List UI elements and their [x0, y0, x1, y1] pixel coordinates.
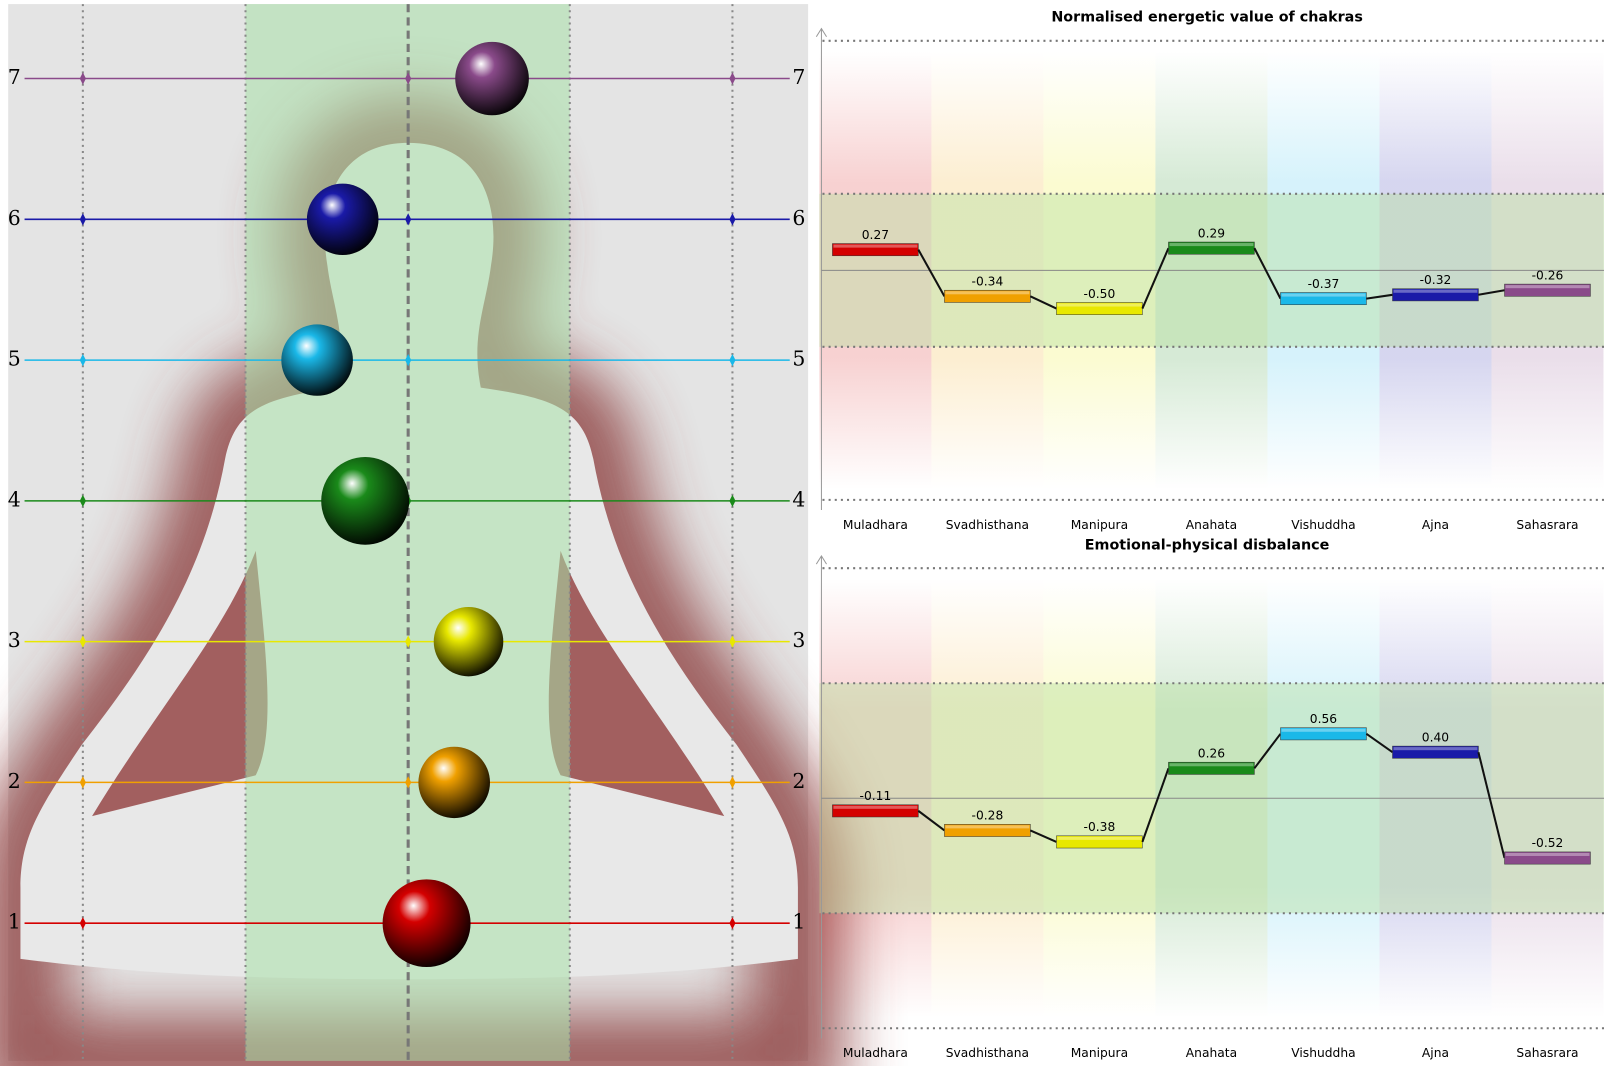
x-tick-label: Muladhara: [843, 518, 908, 532]
level-marker: [405, 353, 412, 367]
x-tick-label: Muladhara: [843, 1046, 908, 1060]
bar: [1504, 283, 1591, 297]
level-marker: [79, 72, 86, 85]
level-label: 6: [792, 206, 805, 230]
bar-highlight: [1505, 285, 1590, 289]
level-label: 3: [792, 628, 805, 652]
chakra-ball: [281, 324, 353, 396]
bar-highlight: [1057, 836, 1142, 840]
charts: Normalised energetic value of chakras 0.2…: [815, 9, 1604, 1060]
level-label: 1: [792, 910, 805, 934]
chakra-ball: [433, 606, 504, 677]
chakra-ball: [455, 41, 529, 116]
level-label: 5: [8, 347, 21, 371]
connector: [1029, 295, 1057, 310]
level-label: 7: [8, 65, 21, 89]
bar: [1504, 851, 1591, 865]
value-label: -0.11: [860, 789, 892, 803]
connector: [1478, 289, 1505, 296]
level-marker: [79, 917, 86, 930]
value-label: -0.28: [972, 809, 1004, 823]
x-tick-label: Manipura: [1071, 518, 1128, 532]
value-label: 0.26: [1198, 747, 1226, 761]
chakra-ball: [382, 879, 471, 968]
value-label: 0.29: [1198, 226, 1225, 240]
axis-arrow: [815, 27, 827, 37]
value-label: 0.56: [1310, 712, 1338, 726]
chart-title: Emotional-physical disbalance: [1085, 538, 1330, 554]
level-marker: [405, 72, 412, 85]
x-tick-label: Vishuddha: [1291, 1046, 1355, 1060]
axis-arrow: [815, 554, 827, 565]
connector: [1477, 751, 1506, 859]
chakra-ball: [321, 457, 410, 545]
connector: [1253, 247, 1282, 300]
connector: [1029, 829, 1057, 843]
bar-highlight: [833, 244, 918, 248]
x-tick-label: Vishuddha: [1291, 518, 1355, 532]
level-label: 3: [8, 628, 21, 652]
bar-highlight: [945, 291, 1030, 295]
value-label: 0.27: [862, 228, 889, 242]
value-label: 0.40: [1422, 730, 1449, 744]
connector: [1366, 293, 1393, 300]
level-label: 2: [792, 769, 805, 793]
diagram: 1 1 2 2 3 3 4 4 5 5 6 6 7 7: [8, 4, 805, 1061]
connector: [917, 810, 946, 832]
level-marker: [79, 494, 86, 507]
bar-highlight: [1505, 852, 1590, 856]
x-tick-label: Manipura: [1071, 1046, 1128, 1060]
value-label: -0.32: [1420, 273, 1452, 287]
chart-title: Normalised energetic value of chakras: [1051, 9, 1363, 25]
bar-highlight: [1393, 747, 1478, 751]
level-label: 4: [792, 487, 805, 511]
level-marker: [405, 213, 412, 226]
level-label: 2: [8, 769, 21, 793]
bar-highlight: [1057, 303, 1142, 307]
value-label: -0.38: [1084, 820, 1116, 834]
level-marker: [79, 213, 86, 226]
bar-highlight: [1169, 763, 1254, 767]
level-label: 7: [792, 65, 805, 89]
level-marker: [79, 635, 86, 648]
bar-highlight: [1281, 728, 1366, 732]
connector: [1365, 732, 1394, 754]
level-label: 4: [8, 487, 21, 511]
value-label: -0.37: [1308, 277, 1340, 291]
bar-highlight: [1281, 293, 1366, 297]
x-tick-label: Anahata: [1186, 518, 1237, 532]
value-label: -0.50: [1084, 287, 1116, 301]
level-label: 6: [8, 206, 21, 230]
bar-highlight: [1169, 243, 1254, 247]
bar-highlight: [833, 805, 918, 809]
connector: [1141, 247, 1170, 309]
value-label: -0.52: [1532, 836, 1564, 850]
x-tick-label: Anahata: [1186, 1046, 1237, 1060]
x-tick-label: Sahasrara: [1516, 1046, 1578, 1060]
x-tick-label: Ajna: [1422, 1046, 1449, 1060]
level-marker: [79, 776, 86, 789]
x-tick-label: Svadhisthana: [946, 1046, 1029, 1060]
x-tick-label: Ajna: [1422, 518, 1449, 532]
level-marker: [405, 635, 412, 648]
level-label: 1: [8, 910, 21, 934]
bar-highlight: [945, 825, 1030, 829]
level-marker: [79, 353, 86, 367]
value-label: -0.34: [972, 275, 1004, 289]
chakra-ball: [306, 183, 379, 256]
bar-highlight: [1393, 289, 1478, 293]
level-label: 5: [792, 347, 805, 371]
connector: [1141, 767, 1170, 843]
x-tick-label: Svadhisthana: [946, 518, 1029, 532]
connector: [917, 249, 946, 297]
x-tick-label: Sahasrara: [1516, 518, 1578, 532]
chakra-ball: [418, 746, 490, 819]
level-marker: [405, 776, 412, 789]
connector: [1253, 733, 1282, 769]
value-label: -0.26: [1532, 268, 1564, 282]
